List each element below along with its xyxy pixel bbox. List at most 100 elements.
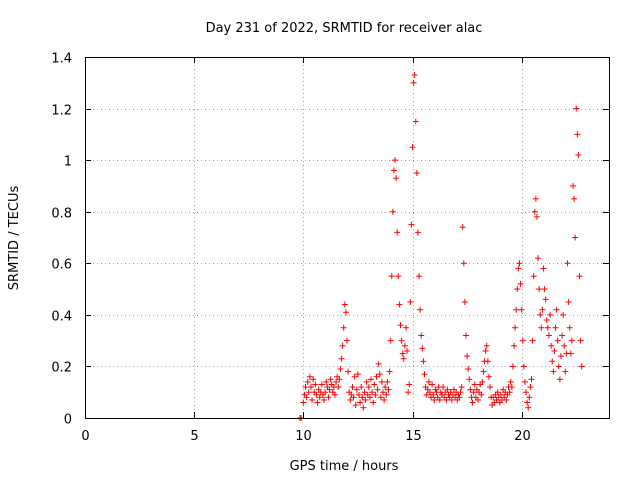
data-point: [354, 371, 361, 378]
data-point: [341, 301, 348, 308]
data-point: [448, 396, 455, 403]
data-point: [538, 324, 545, 331]
data-point: [302, 384, 309, 391]
data-point: [478, 391, 485, 398]
data-point: [547, 311, 554, 318]
data-point: [512, 324, 519, 331]
data-point: [331, 391, 338, 398]
data-point: [401, 342, 408, 349]
data-point: [416, 273, 423, 280]
data-point: [511, 342, 518, 349]
data-point: [303, 394, 310, 401]
data-point: [356, 391, 363, 398]
data-point: [316, 394, 323, 401]
data-point: [532, 195, 539, 202]
data-point: [469, 399, 476, 406]
data-point: [494, 389, 501, 396]
data-point: [574, 131, 581, 138]
data-point: [482, 347, 489, 354]
y-tick-label: 1.4: [51, 52, 72, 67]
data-point: [429, 381, 436, 388]
data-point: [321, 396, 328, 403]
data-point: [556, 376, 563, 383]
data-point: [548, 342, 555, 349]
x-tick-label: 10: [295, 429, 312, 444]
data-point: [342, 309, 349, 316]
data-point: [386, 368, 393, 375]
data-point: [300, 399, 307, 406]
data-point: [349, 384, 356, 391]
data-point: [524, 399, 531, 406]
data-point: [516, 260, 523, 267]
data-point: [537, 311, 544, 318]
data-point: [480, 368, 487, 375]
data-point: [467, 386, 474, 393]
data-point: [458, 384, 465, 391]
data-points: [297, 72, 585, 421]
data-point: [323, 378, 330, 385]
data-point: [423, 391, 430, 398]
data-point: [377, 394, 384, 401]
data-point: [419, 345, 426, 352]
data-point: [404, 347, 411, 354]
x-tick-label: 5: [190, 429, 198, 444]
data-point: [325, 394, 332, 401]
data-point: [460, 260, 467, 267]
data-point: [374, 386, 381, 393]
data-point: [411, 72, 418, 79]
data-point: [555, 363, 562, 370]
data-point: [369, 389, 376, 396]
data-point: [314, 399, 321, 406]
data-point: [389, 208, 396, 215]
data-point: [340, 324, 347, 331]
data-point: [333, 378, 340, 385]
data-point: [410, 79, 417, 86]
data-point: [413, 170, 420, 177]
data-point: [578, 363, 585, 370]
data-point: [378, 378, 385, 385]
x-tick-label: 0: [81, 429, 89, 444]
data-point: [515, 265, 522, 272]
data-point: [425, 378, 432, 385]
data-point: [517, 280, 524, 287]
y-tick-label: 0.8: [51, 207, 72, 222]
data-point: [577, 337, 584, 344]
data-point: [421, 371, 428, 378]
data-point: [535, 255, 542, 262]
data-point: [565, 298, 572, 305]
data-point: [400, 355, 407, 362]
data-point: [426, 389, 433, 396]
data-point: [383, 391, 390, 398]
data-point: [371, 381, 378, 388]
data-point: [497, 391, 504, 398]
data-point: [479, 378, 486, 385]
data-point: [310, 376, 317, 383]
data-point: [483, 342, 490, 349]
data-point: [529, 337, 536, 344]
data-point: [471, 381, 478, 388]
data-point: [306, 373, 313, 380]
data-point: [407, 298, 414, 305]
data-point: [564, 260, 571, 267]
data-point: [409, 144, 416, 151]
data-point: [576, 273, 583, 280]
data-point: [514, 286, 521, 293]
data-point: [436, 396, 443, 403]
data-point: [549, 358, 556, 365]
data-point: [305, 389, 312, 396]
data-point: [399, 350, 406, 357]
data-point: [357, 399, 364, 406]
data-point: [337, 366, 344, 373]
data-point: [390, 167, 397, 174]
data-point: [531, 208, 538, 215]
data-point: [560, 311, 567, 318]
chart-title: Day 231 of 2022, SRMTID for receiver ala…: [206, 21, 483, 36]
data-point: [527, 384, 534, 391]
data-point: [554, 337, 561, 344]
data-point: [518, 306, 525, 313]
data-point: [312, 381, 319, 388]
data-point: [464, 353, 471, 360]
data-point: [544, 324, 551, 331]
data-point: [327, 376, 334, 383]
